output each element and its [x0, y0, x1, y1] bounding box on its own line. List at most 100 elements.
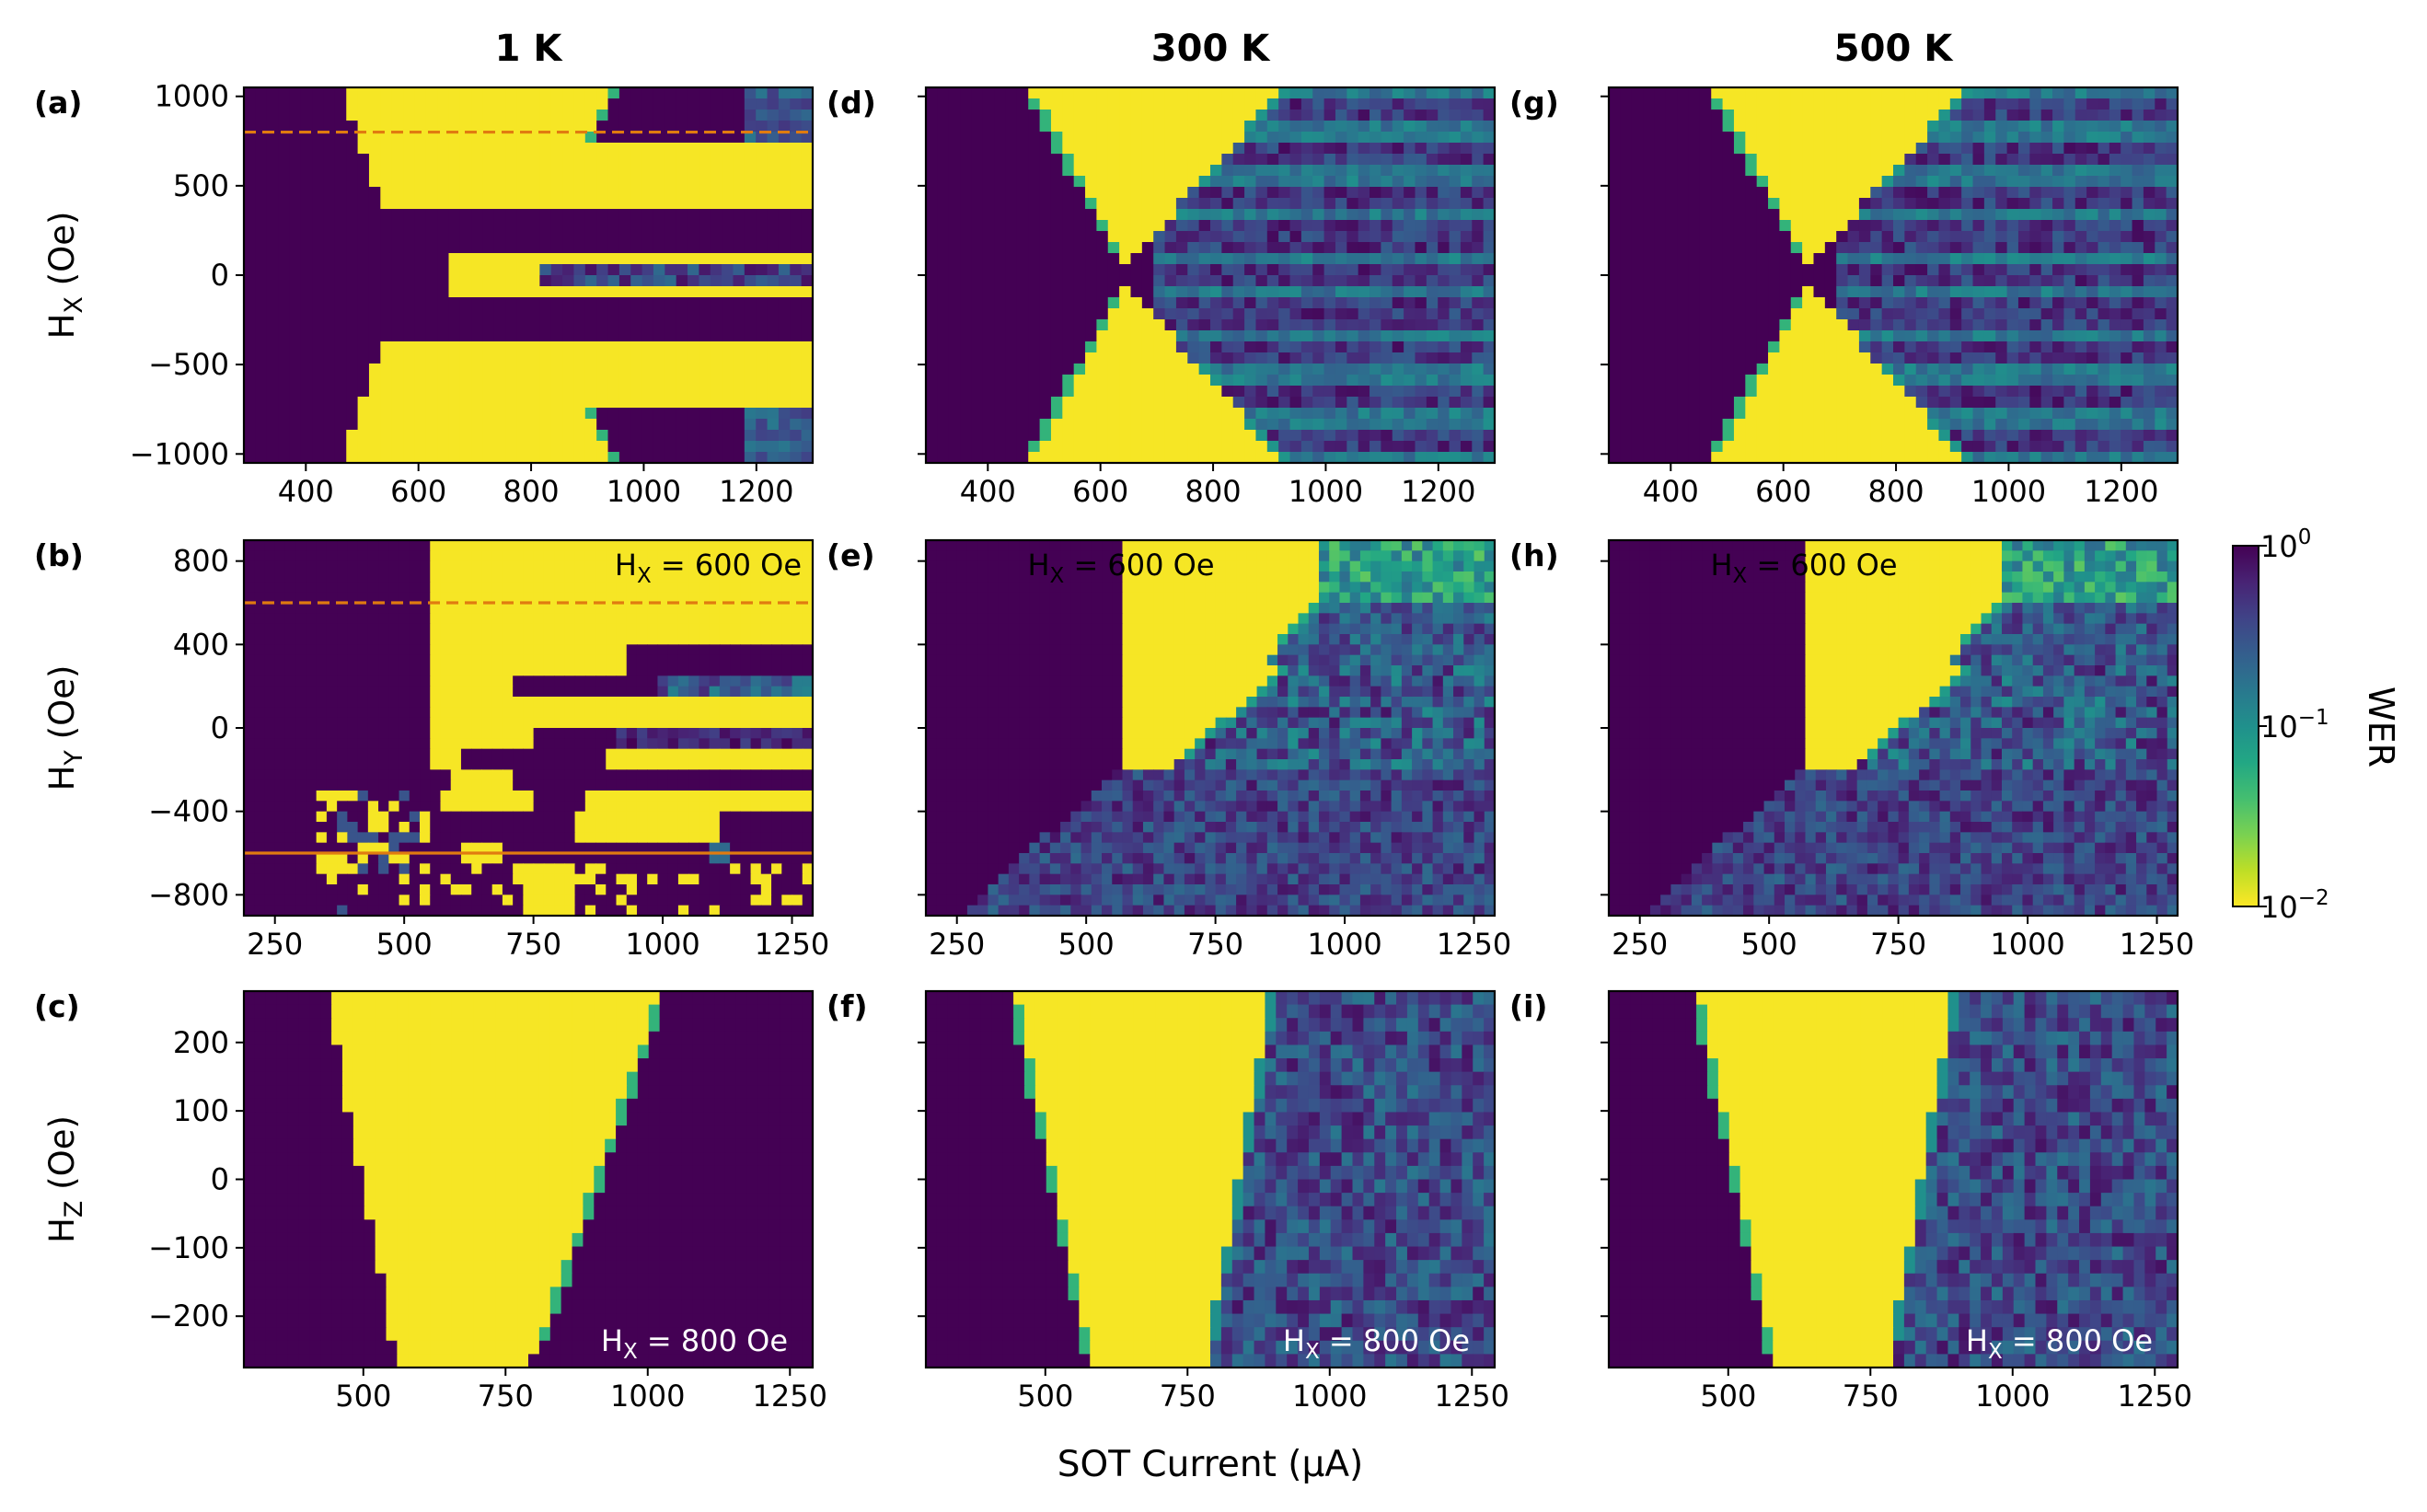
heatmap-cell [347, 592, 359, 604]
heatmap-cell [316, 654, 328, 666]
heatmap-cell [482, 143, 495, 155]
heatmap-cell [767, 231, 780, 243]
heatmap-cell [491, 748, 503, 760]
heatmap-cell [481, 654, 493, 666]
heatmap-cell [502, 560, 514, 572]
heatmap-cell [357, 675, 369, 687]
heatmap-cell [437, 308, 450, 320]
heatmap-cell [266, 408, 279, 420]
heatmap-cell [300, 308, 313, 320]
heatmap-cell [352, 1085, 365, 1100]
heatmap-cell [380, 87, 393, 99]
heatmap-cell [306, 853, 318, 864]
heatmap-cell [647, 832, 659, 844]
heatmap-cell [414, 209, 427, 221]
heatmap-cell [539, 121, 552, 133]
heatmap-cell [778, 187, 791, 199]
heatmap-cell [756, 176, 769, 188]
heatmap-cell [506, 1071, 518, 1086]
heatmap-cell [722, 397, 734, 409]
heatmap-cell [420, 759, 431, 770]
heatmap-cell [719, 873, 731, 885]
heatmap-cell [440, 613, 452, 625]
heatmap-cell [626, 550, 638, 562]
heatmap-cell [244, 1018, 256, 1033]
heatmap-cell [316, 613, 328, 625]
heatmap-cell [659, 1246, 672, 1261]
heatmap-cell [665, 87, 677, 99]
heatmap-cell [790, 154, 803, 166]
heatmap-cell [756, 275, 769, 287]
heatmap-cell [584, 430, 597, 442]
heatmap-cell [790, 275, 803, 287]
heatmap-cell [430, 1125, 442, 1140]
heatmap-cell [471, 419, 484, 431]
heatmap-cell [254, 822, 266, 833]
heatmap-cell [425, 154, 438, 166]
heatmap-cell [647, 748, 659, 760]
heatmap-cell [699, 603, 711, 614]
heatmap-cell [284, 905, 296, 916]
heatmap-cell [309, 1165, 321, 1181]
heatmap-cell [505, 330, 518, 342]
heatmap-cell [710, 419, 722, 431]
heatmap-cell [341, 1045, 354, 1059]
heatmap-cell [506, 1152, 518, 1167]
heatmap-cell [703, 1058, 715, 1073]
heatmap-cell [471, 386, 484, 398]
heatmap-cell [391, 330, 404, 342]
heatmap-cell [528, 1246, 540, 1261]
heatmap-cell [539, 264, 552, 276]
heatmap-cell [730, 717, 741, 729]
heatmap-cell [740, 697, 752, 708]
heatmap-cell [517, 1273, 529, 1287]
heatmap-cell [368, 341, 381, 353]
heatmap-cell [437, 98, 450, 110]
heatmap-cell [802, 1058, 813, 1073]
heatmap-cell [430, 717, 442, 729]
heatmap-cell [266, 110, 279, 121]
heatmap-cell [554, 592, 565, 604]
heatmap-cell [665, 330, 677, 342]
heatmap-cell [430, 991, 442, 1006]
heatmap-cell [641, 452, 654, 463]
heatmap-cell [287, 1058, 300, 1073]
heatmap-cell [367, 905, 379, 916]
heatmap-cell [420, 791, 431, 802]
heatmap-cell [481, 560, 493, 572]
heatmap-cell [300, 297, 313, 309]
heatmap-cell [278, 452, 291, 463]
heatmap-cell [710, 154, 722, 166]
heatmap-cell [594, 1004, 606, 1019]
heatmap-cell [312, 176, 325, 188]
heatmap-cell [760, 801, 772, 813]
heatmap-cell [244, 408, 256, 420]
heatmap-cell [505, 397, 518, 409]
heatmap-cell [255, 176, 268, 188]
heatmap-cell [337, 634, 348, 645]
heatmap-cell [647, 905, 659, 916]
heatmap-cell [792, 686, 803, 698]
heatmap-cell [493, 98, 506, 110]
heatmap-cell [722, 264, 734, 276]
heatmap-cell [653, 319, 665, 331]
heatmap-cell [323, 308, 336, 320]
heatmap-cell [733, 220, 745, 232]
heatmap-cell [513, 801, 524, 813]
heatmap-cell [289, 143, 302, 155]
heatmap-cell [386, 1287, 398, 1301]
heatmap-cell [657, 603, 669, 614]
heatmap-cell [341, 1246, 354, 1261]
heatmap-cell [554, 842, 565, 854]
heatmap-cell [574, 884, 586, 895]
heatmap-cell [459, 397, 472, 409]
heatmap-cell [574, 613, 586, 625]
heatmap-cell [778, 176, 791, 188]
heatmap-cell [505, 154, 518, 166]
heatmap-cell [750, 863, 762, 875]
heatmap-cell [505, 98, 518, 110]
heatmap-cell [425, 297, 438, 309]
heatmap-cell [516, 352, 529, 364]
heatmap-cell [244, 1058, 256, 1073]
heatmap-cell [676, 319, 688, 331]
